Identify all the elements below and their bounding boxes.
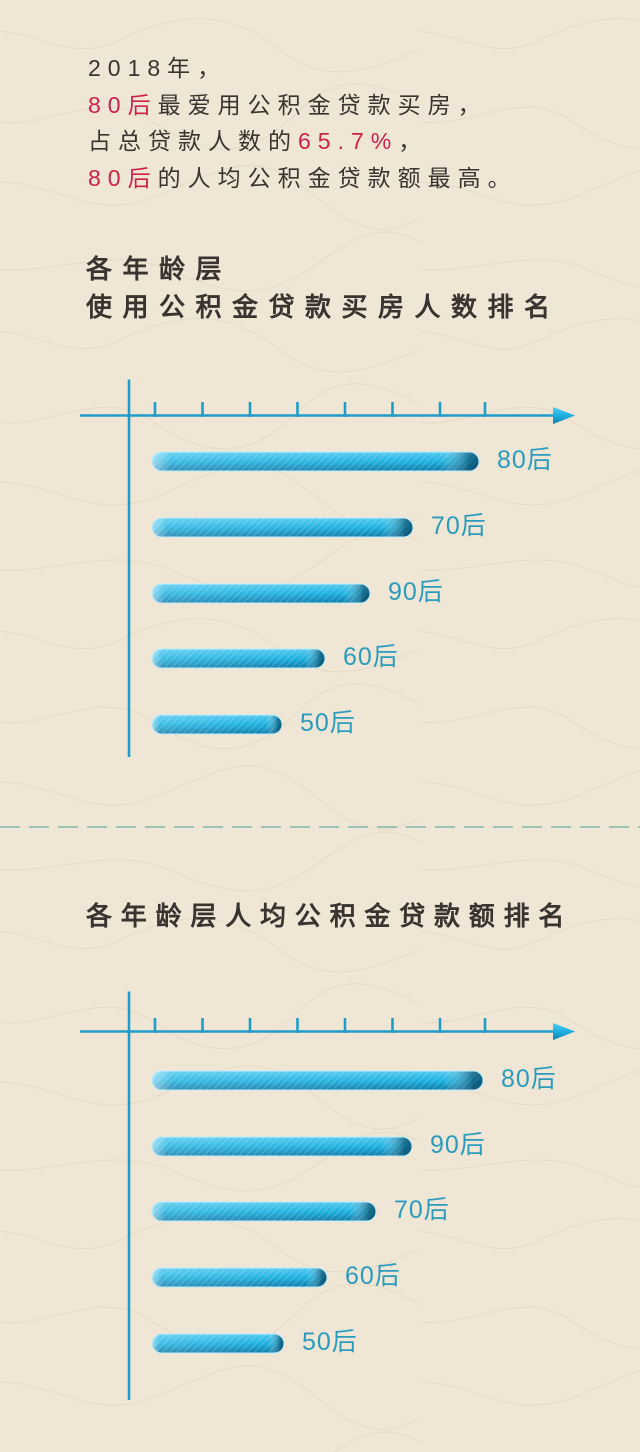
svg-text:80后: 80后	[497, 446, 553, 474]
svg-text:60后: 60后	[345, 1262, 401, 1290]
svg-text:50后: 50后	[302, 1328, 358, 1356]
svg-text:70后: 70后	[394, 1196, 450, 1224]
svg-text:90后: 90后	[430, 1131, 486, 1159]
svg-text:80后: 80后	[501, 1065, 557, 1093]
svg-text:90后: 90后	[388, 578, 444, 606]
svg-text:60后: 60后	[343, 643, 399, 671]
svg-text:50后: 50后	[300, 709, 356, 737]
svg-text:70后: 70后	[431, 512, 487, 540]
